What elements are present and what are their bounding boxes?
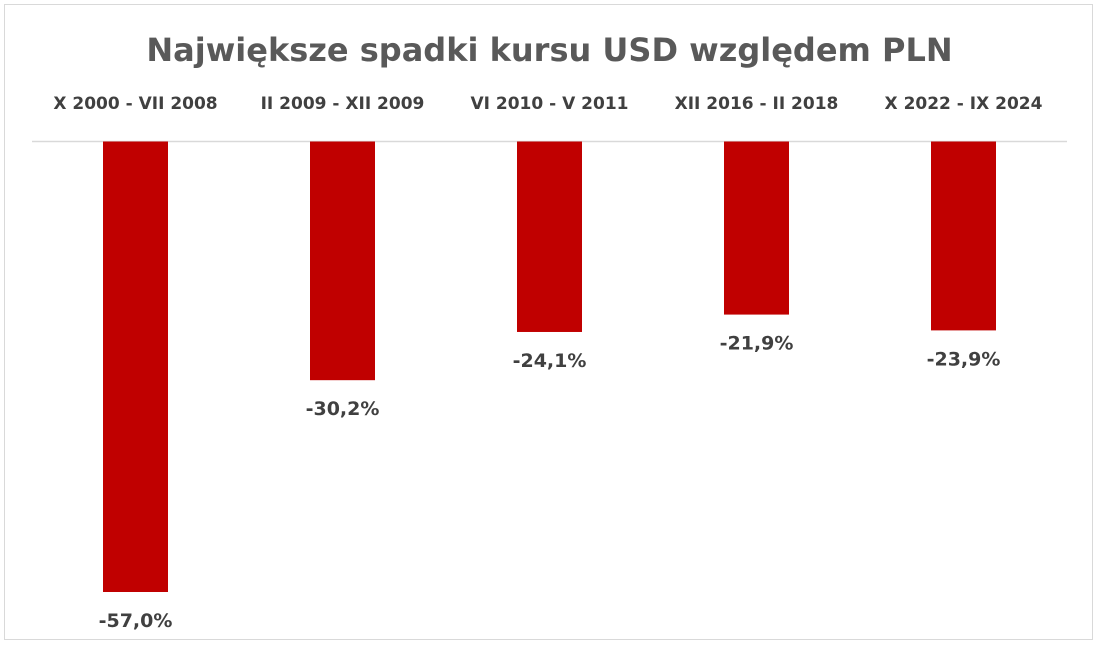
data-label: -57,0% [99,610,173,632]
bar [931,141,996,331]
data-label: -21,9% [720,333,794,355]
data-label: -30,2% [306,398,380,420]
category-label: X 2022 - IX 2024 [885,94,1043,114]
category-label: XII 2016 - II 2018 [675,94,839,114]
bar [103,141,168,592]
category-label: X 2000 - VII 2008 [53,94,217,114]
category-label: II 2009 - XII 2009 [261,94,425,114]
bar [724,141,789,315]
bar [310,141,375,381]
bar [517,141,582,332]
chart-title: Największe spadki kursu USD względem PLN [146,31,952,69]
data-label: -24,1% [513,350,587,372]
data-label: -23,9% [927,348,1001,370]
category-label: VI 2010 - V 2011 [471,94,629,114]
